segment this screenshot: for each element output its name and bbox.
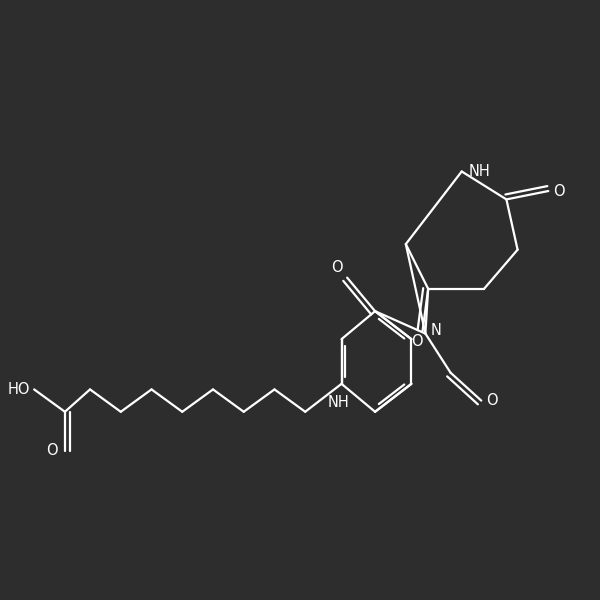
Text: NH: NH xyxy=(328,395,350,410)
Text: O: O xyxy=(486,393,497,408)
Text: O: O xyxy=(553,184,565,199)
Text: O: O xyxy=(411,334,423,349)
Text: NH: NH xyxy=(469,164,490,179)
Text: HO: HO xyxy=(7,382,29,397)
Text: O: O xyxy=(47,443,58,458)
Text: N: N xyxy=(431,323,442,338)
Text: O: O xyxy=(331,260,343,275)
